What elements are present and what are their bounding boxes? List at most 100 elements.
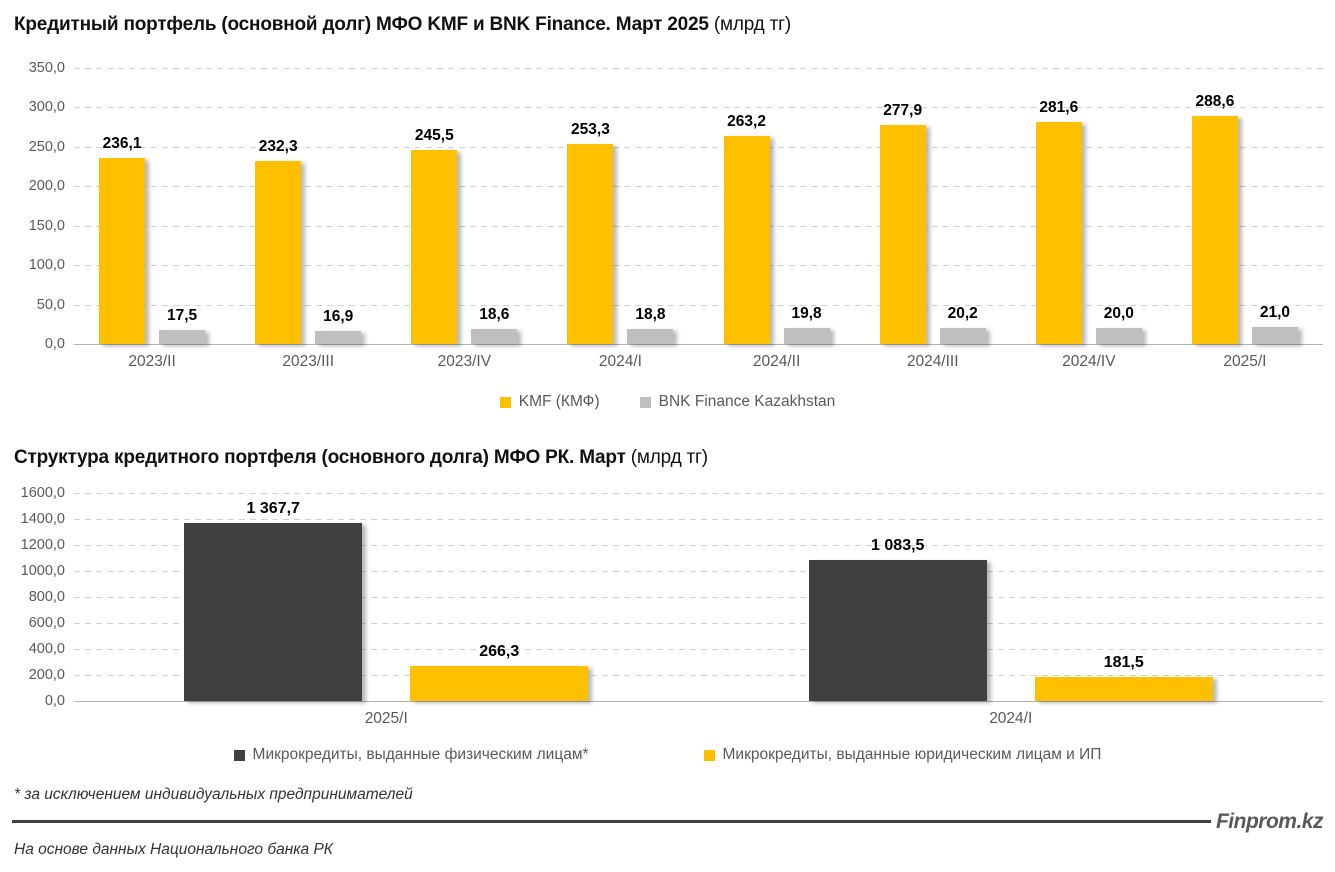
y-tick-label: 800,0 — [28, 589, 65, 605]
bar-value-label: 20,2 — [947, 305, 978, 323]
divider-line — [12, 820, 1211, 823]
gridline — [74, 519, 1323, 520]
bar-value-label: 1 083,5 — [871, 537, 925, 555]
legend-label: Микрокредиты, выданные юридическим лицам… — [722, 746, 1102, 763]
y-tick-label: 200,0 — [28, 178, 65, 195]
gridline — [74, 623, 1323, 624]
gridline — [74, 68, 1323, 69]
y-tick-label: 150,0 — [28, 217, 65, 234]
chart2-y-axis: 1600,0 1400,0 1200,0 1000,0 800,0 600,0 400,0 2… — [12, 485, 74, 709]
bar: 288,6 — [1191, 93, 1238, 344]
y-tick-label: 1600,0 — [20, 485, 65, 501]
gridline — [74, 107, 1323, 109]
bar-group: 253,3 18,8 — [542, 68, 698, 344]
x-tick-label: 2025/I — [1223, 353, 1267, 370]
bar: 263,2 — [723, 113, 770, 344]
y-tick-label: 100,0 — [28, 257, 65, 274]
chart2-title-unit: (млрд тг) — [625, 447, 708, 468]
bar: 236,1 — [99, 135, 146, 344]
bar-value-label: 16,9 — [323, 307, 354, 325]
bar-group: 288,6 21,0 — [1167, 68, 1323, 344]
bar: 17,5 — [159, 307, 206, 344]
bar-group: 232,3 16,9 — [230, 68, 386, 344]
bar-value-label: 17,5 — [166, 307, 198, 325]
legend-label: KMF (КМФ) — [518, 393, 600, 410]
chart2-plot-area: 1 367,7 266,3 1 083,5 181,5 — [74, 493, 1324, 702]
legend-item: Микрокредиты, выданные юридическим лицам… — [703, 746, 1102, 764]
y-tick-label: 1000,0 — [20, 563, 65, 579]
chart1-legend: KMF (КМФ) BNK Finance Kazakhstan — [12, 393, 1323, 411]
bar-value-label: 288,6 — [1195, 93, 1235, 111]
bar: 1 367,7 — [184, 500, 363, 701]
source-text: На основе данных Национального банка РК — [14, 841, 333, 858]
chart1-section: Кредитный портфель (основной долг) МФО K… — [12, 14, 1323, 411]
chart1-title-main: Кредитный портфель (основной долг) МФО K… — [14, 14, 709, 35]
y-tick-label: 1400,0 — [20, 511, 65, 527]
bar-value-label: 253,3 — [571, 121, 610, 139]
y-tick-label: 300,0 — [28, 99, 65, 116]
bar-value-label: 277,9 — [883, 101, 923, 119]
bar-value-label: 1 367,7 — [246, 500, 300, 518]
gridline — [74, 304, 1323, 306]
x-tick-label: 2025/I — [364, 710, 408, 727]
bar-value-label: 232,3 — [258, 137, 298, 155]
bar: 1 083,5 — [808, 537, 987, 701]
chart1: 350,0 300,0 250,0 200,0 150,0 100,0 50,0 0,0 23… — [12, 60, 1323, 371]
bars-area: 236,1 17,5 232,3 16,9 245,5 18,6 253,3 18,8 263,… — [74, 68, 1323, 344]
bar-group: 1 083,5 181,5 — [699, 493, 1324, 701]
bar: 21,0 — [1251, 304, 1298, 344]
chart1-y-axis: 350,0 300,0 250,0 200,0 150,0 100,0 50,0 0,0 — [12, 60, 74, 352]
chart1-plot-area: 236,1 17,5 232,3 16,9 245,5 18,6 253,3 18,8 263,… — [74, 68, 1323, 345]
bar: 266,3 — [410, 643, 589, 701]
legend-swatch — [233, 749, 245, 761]
gridline — [74, 571, 1323, 572]
bar-group: 245,5 18,6 — [386, 68, 542, 344]
bar: 18,8 — [627, 306, 674, 344]
x-axis-line — [74, 701, 1323, 702]
gridline — [74, 146, 1323, 148]
chart1-title-unit: (млрд тг) — [708, 14, 791, 35]
footnote-text: * за исключением индивидуальных предприн… — [14, 786, 413, 803]
chart1-x-axis: 2023/II 2023/III 2023/IV 2024/I 2024/II 2024/… — [74, 344, 1323, 371]
bar: 20,0 — [1095, 305, 1142, 344]
bar-value-label: 266,3 — [479, 643, 520, 661]
chart2-title-main: Структура кредитного портфеля (основного… — [14, 447, 626, 468]
x-tick-label: 2024/III — [906, 353, 959, 370]
y-tick-label: 400,0 — [28, 641, 65, 657]
bar: 281,6 — [1035, 99, 1082, 344]
gridline — [74, 675, 1323, 676]
legend-swatch — [639, 396, 651, 408]
gridline — [74, 493, 1323, 494]
y-tick-label: 0,0 — [44, 336, 65, 352]
x-tick-label: 2023/III — [282, 353, 335, 370]
y-tick-label: 350,0 — [28, 60, 65, 76]
legend-item: BNK Finance Kazakhstan — [639, 393, 836, 411]
bar: 18,6 — [471, 306, 518, 344]
bar-value-label: 18,8 — [635, 306, 666, 324]
x-tick-label: 2024/I — [989, 710, 1033, 727]
y-tick-label: 600,0 — [28, 615, 65, 631]
legend-label: BNK Finance Kazakhstan — [658, 393, 836, 410]
gridline — [74, 649, 1323, 650]
legend-item: KMF (КМФ) — [499, 393, 600, 411]
x-tick-label: 2024/II — [752, 353, 801, 370]
bar-group: 281,6 20,0 — [1011, 68, 1167, 344]
bar: 16,9 — [315, 308, 362, 344]
bar-value-label: 263,2 — [727, 113, 766, 131]
bar-value-label: 19,8 — [791, 305, 822, 323]
bar-group: 277,9 20,2 — [855, 68, 1011, 344]
legend-label: Микрокредиты, выданные физическим лицам* — [252, 746, 589, 763]
y-tick-label: 50,0 — [36, 296, 65, 313]
y-tick-label: 0,0 — [44, 693, 65, 709]
bar: 181,5 — [1034, 654, 1213, 701]
legend-swatch — [703, 749, 715, 761]
x-tick-label: 2024/I — [598, 353, 642, 370]
x-axis-line — [74, 344, 1323, 345]
divider-row: Finprom.kz — [12, 811, 1324, 832]
bar-value-label: 236,1 — [102, 134, 142, 152]
bar-group: 263,2 19,8 — [699, 68, 855, 344]
gridline — [74, 545, 1323, 546]
bar: 245,5 — [411, 127, 458, 344]
bar-value-label: 181,5 — [1103, 654, 1144, 672]
